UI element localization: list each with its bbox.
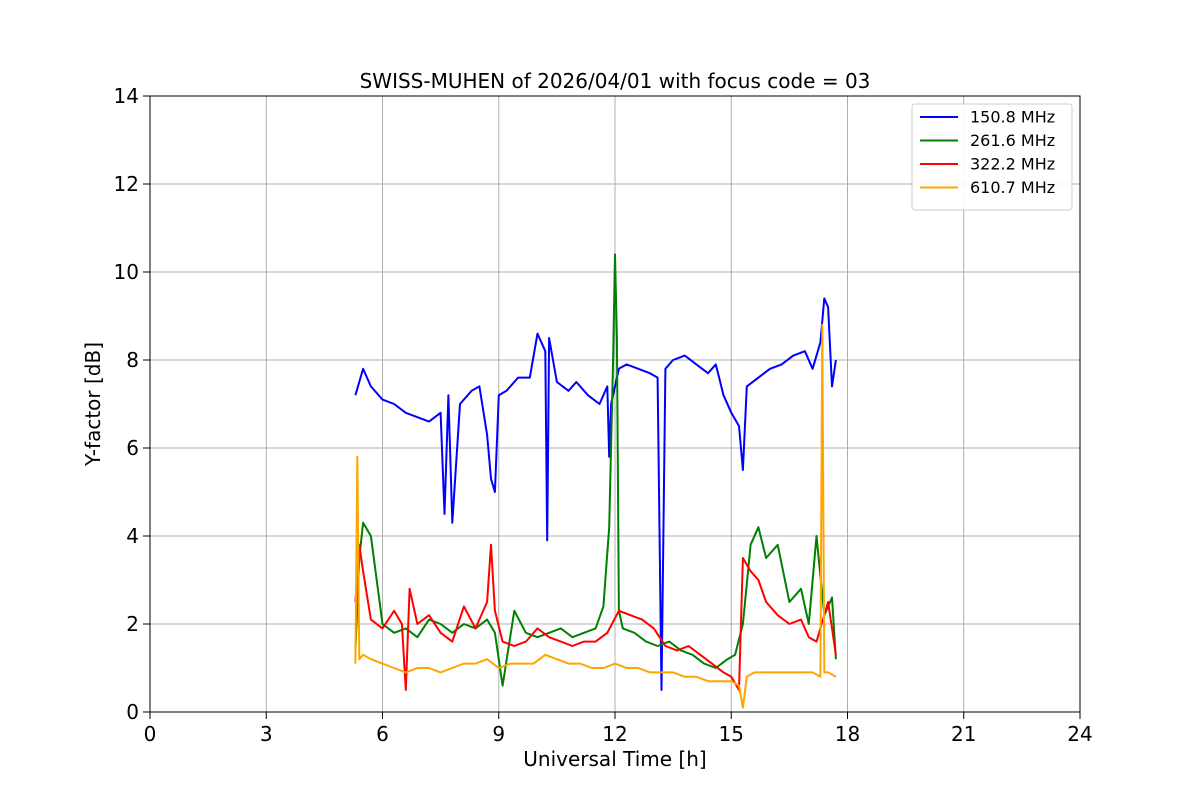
legend-label: 322.2 MHz <box>970 155 1055 174</box>
y-tick-label: 0 <box>126 700 139 724</box>
series-line-0 <box>354 297 837 691</box>
x-tick-label: 6 <box>376 722 389 746</box>
x-axis: 0 3 6 9 12 15 18 21 24 <box>144 712 1093 746</box>
series-line-3 <box>354 323 837 709</box>
x-tick-label: 21 <box>951 722 976 746</box>
x-tick-label: 9 <box>492 722 505 746</box>
legend: 150.8 MHz 261.6 MHz 322.2 MHz 610.7 MHz <box>911 103 1073 211</box>
series-group <box>354 253 837 709</box>
legend-label: 610.7 MHz <box>970 178 1055 197</box>
legend-box <box>911 103 1073 211</box>
x-tick-label: 15 <box>719 722 744 746</box>
series-line-2 <box>354 543 837 691</box>
legend-label: 150.8 MHz <box>970 108 1055 127</box>
y-tick-label: 6 <box>126 436 139 460</box>
x-axis-label: Universal Time [h] <box>523 747 706 771</box>
x-tick-label: 12 <box>602 722 627 746</box>
y-tick-label: 2 <box>126 612 139 636</box>
y-axis: 0 2 4 6 8 10 12 14 <box>114 84 150 724</box>
chart-title: SWISS-MUHEN of 2026/04/01 with focus cod… <box>360 69 871 93</box>
y-tick-label: 10 <box>114 260 139 284</box>
y-tick-label: 8 <box>126 348 139 372</box>
legend-label: 261.6 MHz <box>970 131 1055 150</box>
y-tick-label: 4 <box>126 524 139 548</box>
series-line-1 <box>354 253 837 687</box>
x-tick-label: 18 <box>835 722 860 746</box>
x-tick-label: 24 <box>1067 722 1092 746</box>
x-tick-label: 3 <box>260 722 273 746</box>
x-tick-label: 0 <box>144 722 157 746</box>
y-tick-label: 12 <box>114 172 139 196</box>
y-tick-label: 14 <box>114 84 139 108</box>
y-axis-label: Y-factor [dB] <box>81 342 105 467</box>
